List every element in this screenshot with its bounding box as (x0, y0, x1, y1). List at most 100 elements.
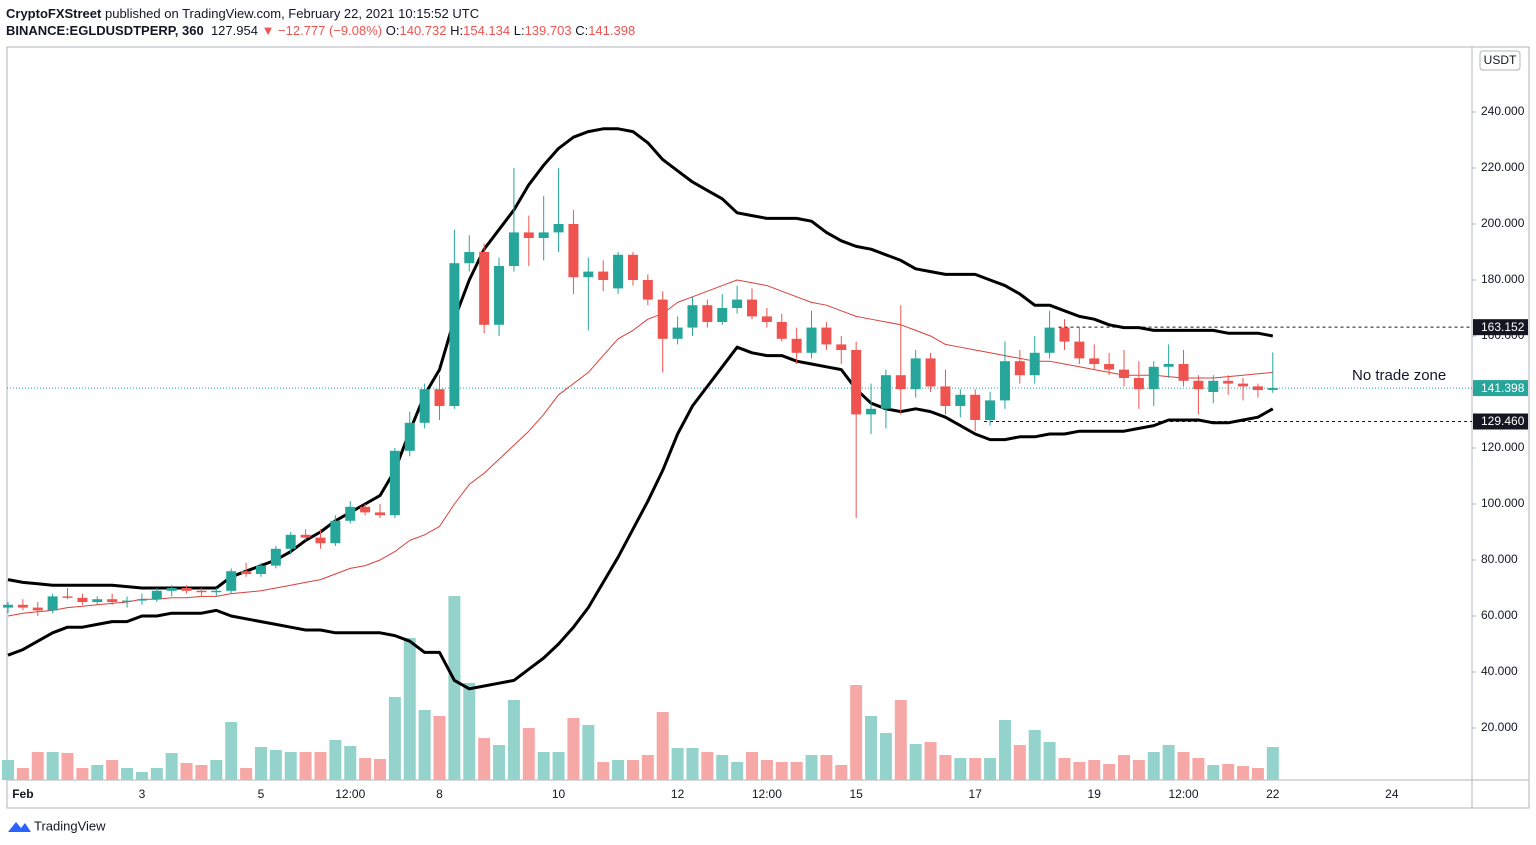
candle-body (538, 232, 549, 238)
x-tick-label: 22 (1266, 787, 1280, 801)
candle-body (107, 599, 118, 603)
candle-body (196, 590, 207, 593)
volume-bar (388, 697, 401, 780)
level-box (1473, 319, 1528, 336)
volume-bar (1192, 758, 1205, 780)
y-tick-label: 100.000 (1481, 496, 1525, 510)
volume-bar (374, 759, 386, 780)
logo-icon (8, 822, 31, 832)
candle-body (375, 512, 385, 516)
band-lower (7, 345, 1274, 691)
volume-bar (820, 755, 833, 780)
candle-body (166, 587, 177, 591)
volume-bar (1147, 752, 1160, 780)
candle-body (687, 305, 698, 328)
candle-body (851, 349, 862, 415)
volume-bar (522, 728, 535, 780)
y-tick-label: 80.000 (1481, 552, 1518, 566)
candle-body (1163, 363, 1174, 367)
candle-body (955, 394, 966, 406)
volume-bar (746, 752, 758, 780)
level-box (1473, 413, 1528, 430)
x-tick-label: 12:00 (752, 787, 782, 801)
candle-body (434, 389, 445, 406)
volume-bar (1088, 760, 1101, 780)
currency-box (1479, 50, 1521, 71)
level-label: 129.460 (1481, 414, 1525, 428)
volume-bar (284, 752, 297, 780)
candle-body (895, 375, 906, 390)
ohlc-label: O: (385, 23, 400, 38)
volume-bar (31, 752, 44, 780)
volume-bar (1073, 762, 1086, 780)
candle-body (717, 307, 728, 322)
volume-bar (463, 683, 476, 780)
candle-body (330, 520, 341, 544)
candle-body (553, 223, 564, 233)
y-tick-label: 200.000 (1481, 216, 1525, 230)
volume-bar (299, 752, 312, 780)
x-tick-label: Feb (12, 787, 33, 801)
volume-bar (612, 760, 625, 780)
candle-body (255, 565, 266, 574)
volume-bar (507, 700, 520, 780)
volume-bar (835, 765, 848, 780)
volume-bar (1207, 765, 1220, 780)
volume-bar (865, 716, 878, 780)
volume-bar (76, 768, 89, 780)
candle-body (836, 344, 847, 350)
volume-bar (716, 755, 729, 780)
candle-body (92, 599, 103, 603)
symbol-line: BINANCE:EGLDUSDTPERP, 360 127.954 ▼ −12.… (6, 23, 635, 38)
brand: TradingView (34, 818, 106, 833)
ohlc-value: 141.398 (588, 23, 636, 38)
volume-bar (909, 744, 922, 780)
volume-bar (939, 755, 952, 780)
volume-bar (359, 758, 372, 780)
volume-bar (641, 755, 654, 780)
volume-bar (626, 760, 639, 780)
candle-body (345, 506, 356, 521)
candle-body (494, 265, 505, 325)
x-tick-label: 10 (552, 787, 566, 801)
candle-body (508, 232, 519, 266)
volume-bar (493, 745, 506, 780)
volume-bar (1237, 766, 1250, 780)
volume-bar (91, 765, 104, 780)
volume-bar (344, 746, 357, 780)
x-tick-label: 12:00 (335, 787, 365, 801)
last-price: 127.954 (210, 23, 258, 38)
candle-body (925, 358, 936, 387)
y-tick-label: 180.000 (1481, 272, 1525, 286)
volume-bar (254, 747, 267, 780)
level-box (1473, 380, 1528, 397)
candle-body (1119, 369, 1129, 378)
candle-body (181, 587, 192, 591)
volume-bar (1058, 758, 1071, 780)
volume-layer (2, 596, 1279, 780)
candle-body (776, 321, 787, 339)
y-tick-label: 120.000 (1481, 440, 1525, 454)
volume-bar (850, 685, 863, 780)
candle-body (940, 386, 951, 406)
candle-body (1148, 366, 1159, 390)
volume-bar (731, 762, 744, 780)
volume-bar (135, 772, 148, 780)
annotation: No trade zone (1352, 367, 1446, 384)
candle-body (880, 375, 891, 409)
candle-body (583, 271, 594, 278)
candle-body (1267, 388, 1278, 390)
candle-body (1029, 352, 1040, 376)
volume-bar (240, 768, 253, 780)
ohlc-label: L: (513, 23, 525, 38)
candle-body (151, 590, 162, 600)
ohlc: O:140.732 H:154.134 L:139.703 C:141.398 (386, 23, 635, 38)
volume-bar (2, 760, 14, 780)
volume-bar (1118, 755, 1130, 780)
candle-body (62, 596, 73, 598)
candle-body (285, 534, 296, 549)
candle-body (791, 338, 802, 353)
candle-body (241, 571, 252, 574)
candle-body (315, 537, 326, 544)
